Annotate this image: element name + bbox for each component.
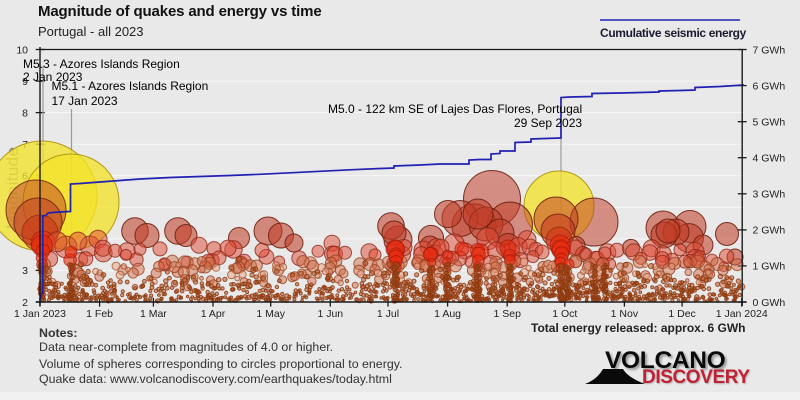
svg-text:3: 3 xyxy=(22,265,28,277)
svg-text:1 Sep: 1 Sep xyxy=(493,308,521,320)
svg-text:1 Mar: 1 Mar xyxy=(140,308,167,320)
svg-text:7 GWh: 7 GWh xyxy=(753,44,786,56)
svg-text:1 May: 1 May xyxy=(256,308,285,320)
svg-text:1 Jan 2024: 1 Jan 2024 xyxy=(716,308,768,320)
svg-text:1 Oct: 1 Oct xyxy=(552,308,577,320)
svg-text:1 Aug: 1 Aug xyxy=(434,308,461,320)
svg-text:1 Jan 2023: 1 Jan 2023 xyxy=(14,308,66,320)
svg-text:5 GWh: 5 GWh xyxy=(753,117,786,129)
svg-text:1 Jul: 1 Jul xyxy=(377,308,399,320)
svg-text:8: 8 xyxy=(22,107,28,119)
svg-text:2: 2 xyxy=(22,297,28,309)
svg-text:4 GWh: 4 GWh xyxy=(753,153,786,165)
svg-text:6 GWh: 6 GWh xyxy=(753,80,786,92)
svg-text:0 GWh: 0 GWh xyxy=(753,297,786,309)
svg-text:1 Feb: 1 Feb xyxy=(86,308,113,320)
svg-text:2 GWh: 2 GWh xyxy=(753,225,786,237)
svg-text:1 GWh: 1 GWh xyxy=(753,261,786,273)
svg-text:1 Nov: 1 Nov xyxy=(611,308,639,320)
svg-text:1 Jun: 1 Jun xyxy=(317,308,343,320)
svg-text:1 Apr: 1 Apr xyxy=(201,308,226,320)
svg-text:10: 10 xyxy=(16,44,28,56)
svg-text:3 GWh: 3 GWh xyxy=(753,189,786,201)
svg-text:9: 9 xyxy=(22,76,28,88)
svg-text:1 Dec: 1 Dec xyxy=(668,308,695,320)
